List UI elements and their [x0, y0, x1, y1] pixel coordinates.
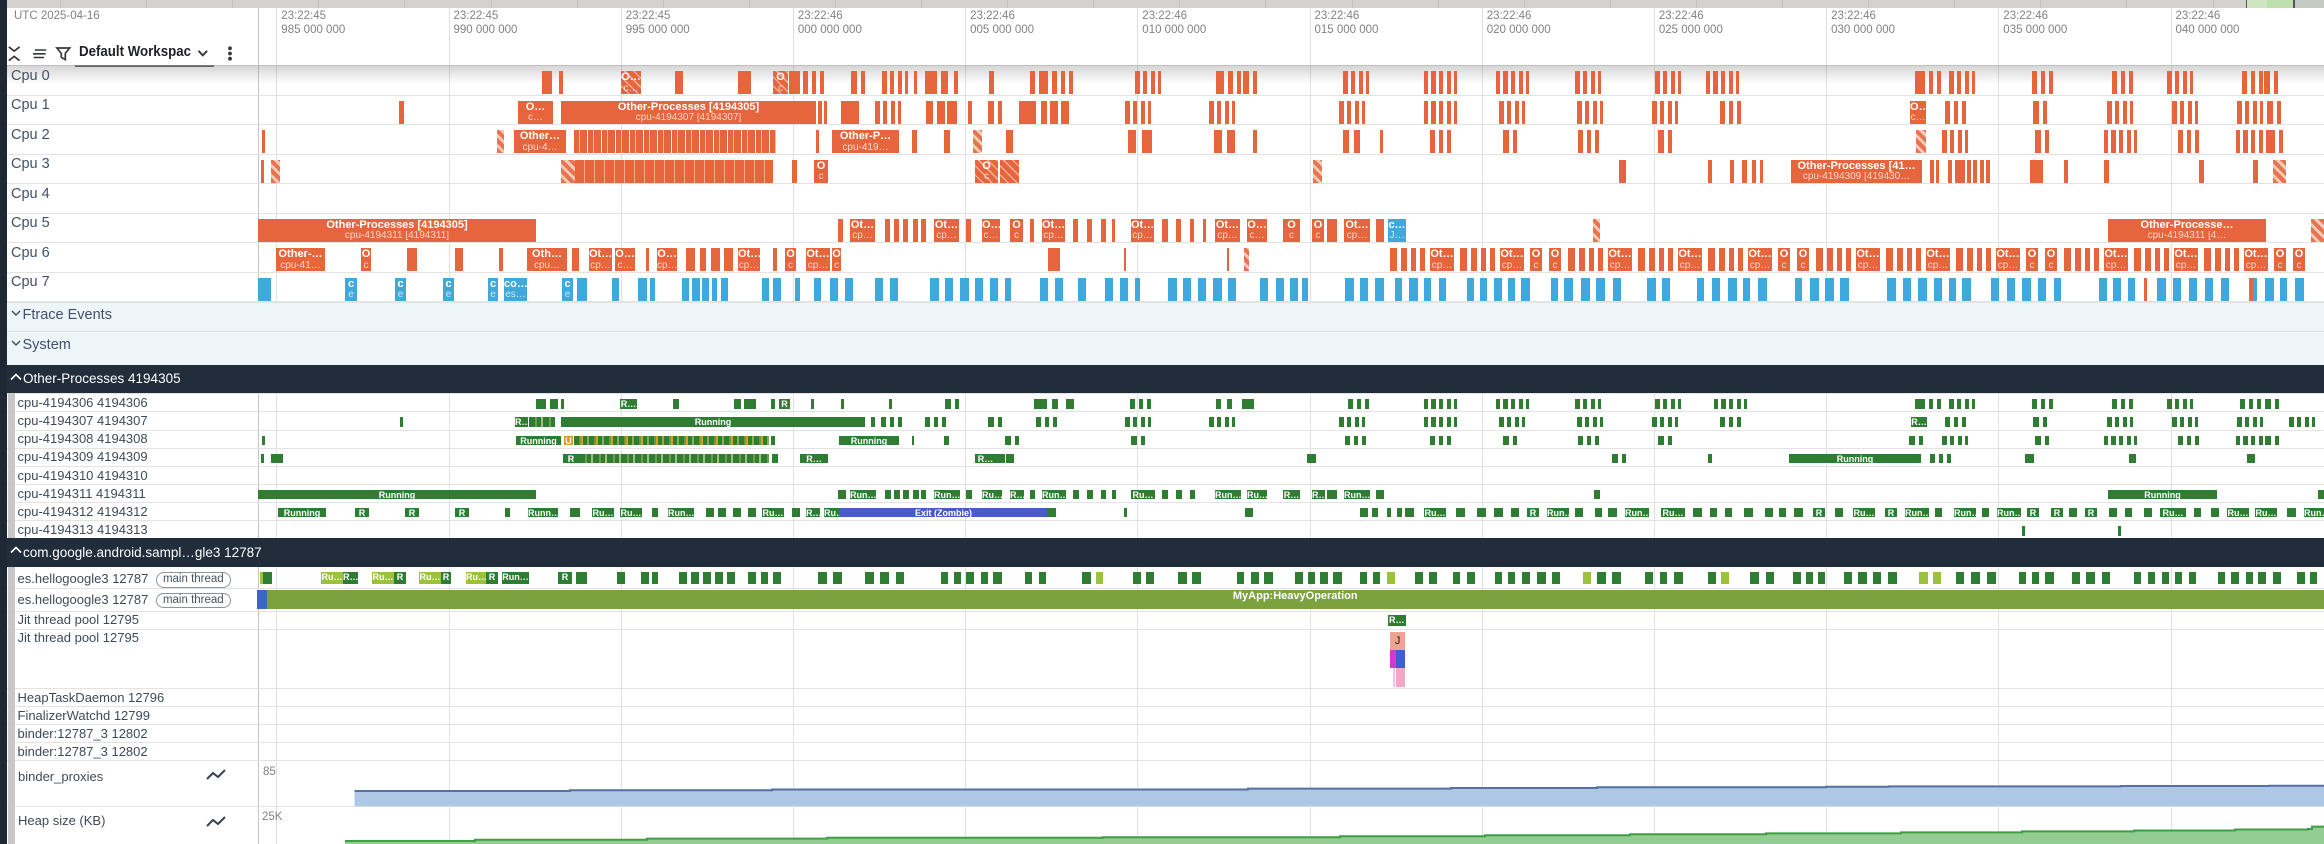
svg-text:Default Workspac: Default Workspac [79, 43, 191, 60]
